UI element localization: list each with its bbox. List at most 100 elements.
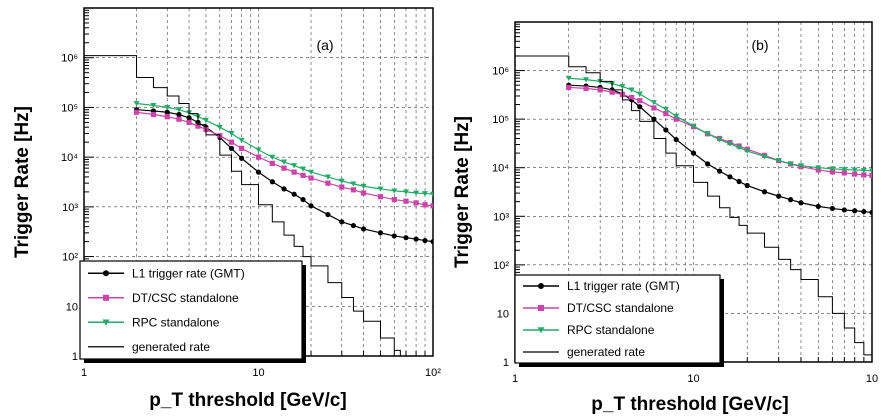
data-point: [636, 91, 643, 97]
data-point: [690, 150, 697, 156]
data-point: [377, 186, 384, 192]
data-point: [308, 169, 315, 175]
y-tick-label: 10²: [62, 252, 78, 264]
data-point: [255, 169, 262, 175]
legend-entry-label: L1 trigger rate (GMT): [132, 266, 245, 280]
data-point: [841, 207, 847, 213]
data-point: [133, 109, 140, 115]
data-point: [403, 198, 409, 204]
step-line: [515, 55, 872, 362]
data-point: [291, 163, 298, 169]
y-tick-label: 10²: [493, 260, 509, 272]
series-l1-trigger-rate-gmt-: [133, 107, 433, 245]
legend-entry-label: RPC standalone: [567, 323, 655, 337]
data-point: [430, 239, 433, 245]
series-l1-trigger-rate-gmt-: [566, 82, 872, 216]
data-point: [164, 109, 170, 115]
data-point: [422, 191, 429, 197]
y-tick-label: 10: [497, 308, 509, 320]
data-point: [360, 190, 367, 196]
data-point: [176, 111, 182, 118]
data-point: [413, 190, 420, 196]
data-point: [238, 145, 245, 151]
data-point: [403, 235, 409, 241]
data-point: [413, 200, 419, 206]
data-point: [597, 87, 603, 93]
data-point: [736, 145, 743, 151]
data-point: [202, 117, 209, 124]
data-point: [761, 189, 768, 195]
x-tick-label: 10: [687, 373, 699, 385]
data-point: [269, 160, 275, 166]
series-dt-csc-standalone: [133, 109, 433, 209]
data-point: [673, 136, 679, 143]
data-point: [744, 148, 751, 154]
data-point: [565, 75, 572, 81]
data-point: [228, 145, 235, 151]
x-tick-label: 1: [81, 367, 87, 379]
data-point: [338, 178, 345, 184]
y-tick-label: 10³: [62, 202, 78, 214]
data-point: [673, 113, 680, 119]
panel-label: (a): [316, 37, 333, 53]
data-point: [716, 168, 723, 174]
data-point: [637, 104, 643, 110]
series-line: [568, 86, 872, 177]
legend-swatch-marker: [537, 327, 545, 334]
data-point: [269, 179, 275, 185]
data-point: [583, 77, 590, 83]
data-point: [815, 165, 822, 171]
data-point: [422, 237, 428, 244]
data-point: [391, 196, 397, 203]
data-point: [281, 186, 287, 192]
data-point: [583, 85, 589, 91]
step-line: [84, 55, 433, 356]
data-point: [280, 159, 287, 165]
data-point: [281, 165, 287, 171]
legend: L1 trigger rate (GMT) DT/CSC standalone RP…: [79, 260, 306, 363]
data-point: [238, 155, 245, 161]
data-point: [705, 161, 711, 167]
data-point: [133, 101, 140, 107]
data-point: [422, 202, 428, 208]
legend-swatch-marker: [103, 294, 109, 301]
data-point: [300, 172, 306, 178]
data-point: [673, 116, 679, 122]
y-axis-label: Trigger Rate [Hz]: [452, 116, 473, 268]
data-point: [402, 189, 409, 195]
y-tick-label: 10⁵: [492, 114, 509, 126]
data-point: [150, 102, 157, 109]
data-point: [325, 211, 331, 218]
data-point: [195, 123, 201, 129]
data-point: [391, 188, 398, 194]
legend-entry-label: generated rate: [132, 340, 210, 354]
legend: L1 trigger rate (GMT) DT/CSC standalone RP…: [514, 274, 724, 367]
data-point: [308, 203, 314, 209]
data-point: [663, 127, 669, 133]
series-generated-rate: [515, 55, 872, 362]
data-point: [690, 123, 697, 129]
legend-entry-label: generated rate: [567, 345, 645, 359]
x-tick-label: 10: [252, 367, 264, 379]
data-point: [350, 181, 357, 187]
data-point: [798, 200, 804, 206]
data-point: [176, 116, 182, 122]
data-point: [186, 115, 192, 121]
data-point: [186, 119, 192, 125]
legend-swatch-marker: [102, 319, 110, 326]
data-point: [308, 175, 314, 181]
data-point: [841, 170, 847, 176]
legend-entry-label: L1 trigger rate (GMT): [567, 279, 680, 293]
data-point: [628, 87, 635, 93]
data-point: [787, 161, 794, 167]
data-point: [650, 100, 657, 106]
data-point: [829, 166, 836, 172]
data-point: [852, 171, 858, 177]
series-group: [515, 55, 872, 362]
data-point: [860, 168, 867, 174]
data-point: [841, 167, 848, 173]
data-point: [350, 187, 357, 193]
data-point: [775, 158, 782, 164]
data-point: [391, 233, 397, 239]
data-point: [324, 174, 331, 180]
